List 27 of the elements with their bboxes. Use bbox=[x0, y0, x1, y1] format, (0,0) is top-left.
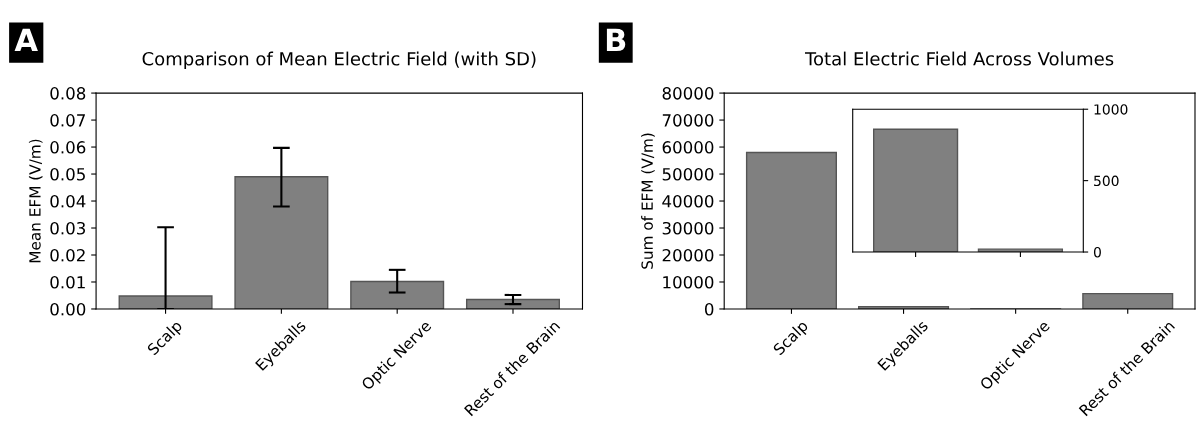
y-tick-label: 0.01 bbox=[50, 275, 85, 289]
y-tick-label: 0 bbox=[1093, 246, 1101, 258]
y-tick-label: 0.07 bbox=[50, 114, 85, 127]
y-tick-label: 30000 bbox=[662, 221, 714, 235]
y-tick-label: 80000 bbox=[662, 87, 714, 100]
y-tick-label: 0.05 bbox=[50, 168, 85, 181]
y-tick-label: 60000 bbox=[662, 141, 714, 154]
text: B bbox=[606, 28, 626, 51]
y-tick-label: 0.03 bbox=[50, 221, 86, 235]
y-tick-label: 0.04 bbox=[50, 194, 86, 208]
y-tick-label: 0.06 bbox=[50, 141, 86, 154]
y-tick-label: 50000 bbox=[662, 168, 714, 181]
y-tick-label: 1000 bbox=[1094, 104, 1128, 115]
chart-title: Total Electric Field Across Volumes bbox=[804, 51, 1114, 66]
y-tick-label: 0 bbox=[704, 302, 714, 316]
y-tick-label: 20000 bbox=[662, 248, 714, 262]
y-axis-title: Sum of EFM (V/m) bbox=[641, 133, 655, 269]
chart-title: Comparison of Mean Electric Field (with SD) bbox=[142, 51, 536, 70]
y-tick-label: 500 bbox=[1094, 175, 1119, 187]
y-axis-title: Mean EFM (V/m) bbox=[28, 139, 43, 263]
y-tick-label: 40000 bbox=[662, 194, 714, 208]
y-tick-label: 0.08 bbox=[50, 87, 86, 100]
y-tick-label: 0.00 bbox=[50, 302, 86, 316]
y-tick-label: 10000 bbox=[663, 275, 714, 289]
y-tick-label: 0.02 bbox=[50, 248, 85, 262]
text: A bbox=[14, 28, 38, 51]
y-tick-label: 70000 bbox=[662, 114, 714, 127]
